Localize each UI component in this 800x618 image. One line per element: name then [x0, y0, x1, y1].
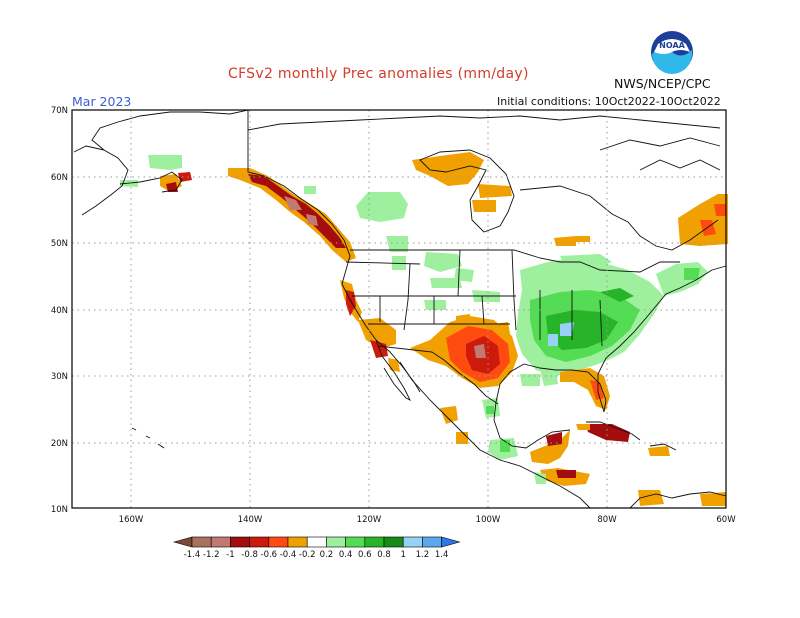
colorbar-label: 0.6 [358, 550, 372, 560]
colorbar-bin [383, 536, 404, 548]
colorbar-bin [306, 536, 327, 548]
lat-tick-label: 50N [51, 239, 68, 249]
agency-label: NWS/NCEP/CPC [614, 76, 711, 91]
colorbar-bin [364, 536, 385, 548]
lon-axis: 160W 140W 120W 100W 80W 60W [119, 515, 737, 525]
colorbar-bin [191, 536, 212, 548]
colorbar-label: 1.4 [435, 550, 449, 560]
lon-tick-label: 80W [597, 515, 617, 525]
lat-axis: 70N 60N 50N 40N 30N 20N 10N [51, 106, 68, 515]
colorbar-bin [268, 536, 289, 548]
lat-tick-label: 30N [51, 372, 68, 382]
graticule [72, 110, 726, 508]
anomaly-patches [120, 152, 728, 506]
colorbar-label: 1.2 [416, 550, 430, 560]
lat-tick-label: 40N [51, 306, 68, 316]
colorbar-end-right [441, 536, 461, 548]
lat-tick-label: 10N [51, 505, 68, 515]
initial-conditions: Initial conditions: 10Oct2022-10Oct2022 [497, 95, 721, 108]
lon-tick-label: 100W [476, 515, 501, 525]
colorbar-label: -0.4 [280, 550, 297, 560]
colorbar-label: 0.2 [320, 550, 334, 560]
colorbar-label: -0.2 [299, 550, 316, 560]
colorbar-bin [326, 536, 346, 548]
colorbar: -1.4 -1.2 -1 -0.8 -0.6 -0.4 -0.2 0.2 0.4 0.6 0.8 1 1… [172, 536, 461, 560]
colorbar-bin [422, 536, 442, 548]
forecast-month: Mar 2023 [72, 94, 132, 109]
colorbar-bin [249, 536, 270, 548]
map-outlines [73, 109, 727, 509]
noaa-logo-text: NOAA [659, 41, 685, 50]
lon-tick-label: 120W [357, 515, 382, 525]
colorbar-bin [402, 536, 423, 548]
colorbar-label: -0.6 [261, 550, 278, 560]
noaa-logo: NOAA [651, 31, 693, 74]
lon-tick-label: 140W [238, 515, 263, 525]
lat-tick-label: 60N [51, 173, 68, 183]
colorbar-label: 0.4 [339, 550, 353, 560]
colorbar-label: -1.4 [184, 550, 201, 560]
lon-tick-label: 60W [716, 515, 736, 525]
colorbar-label: -1 [226, 550, 234, 560]
colorbar-bin [287, 536, 308, 548]
colorbar-bin [345, 536, 366, 548]
colorbar-end-left [172, 536, 193, 548]
colorbar-label: -1.2 [203, 550, 220, 560]
lon-tick-label: 160W [119, 515, 144, 525]
colorbar-label: -0.8 [241, 550, 258, 560]
lat-tick-label: 70N [51, 106, 68, 116]
colorbar-label: 0.8 [377, 550, 391, 560]
lat-tick-label: 20N [51, 439, 68, 449]
map-title: CFSv2 monthly Prec anomalies (mm/day) [228, 66, 529, 82]
colorbar-bin [230, 536, 250, 548]
map-frame [71, 109, 727, 509]
colorbar-label: 1 [400, 550, 405, 560]
colorbar-bin [210, 536, 231, 548]
